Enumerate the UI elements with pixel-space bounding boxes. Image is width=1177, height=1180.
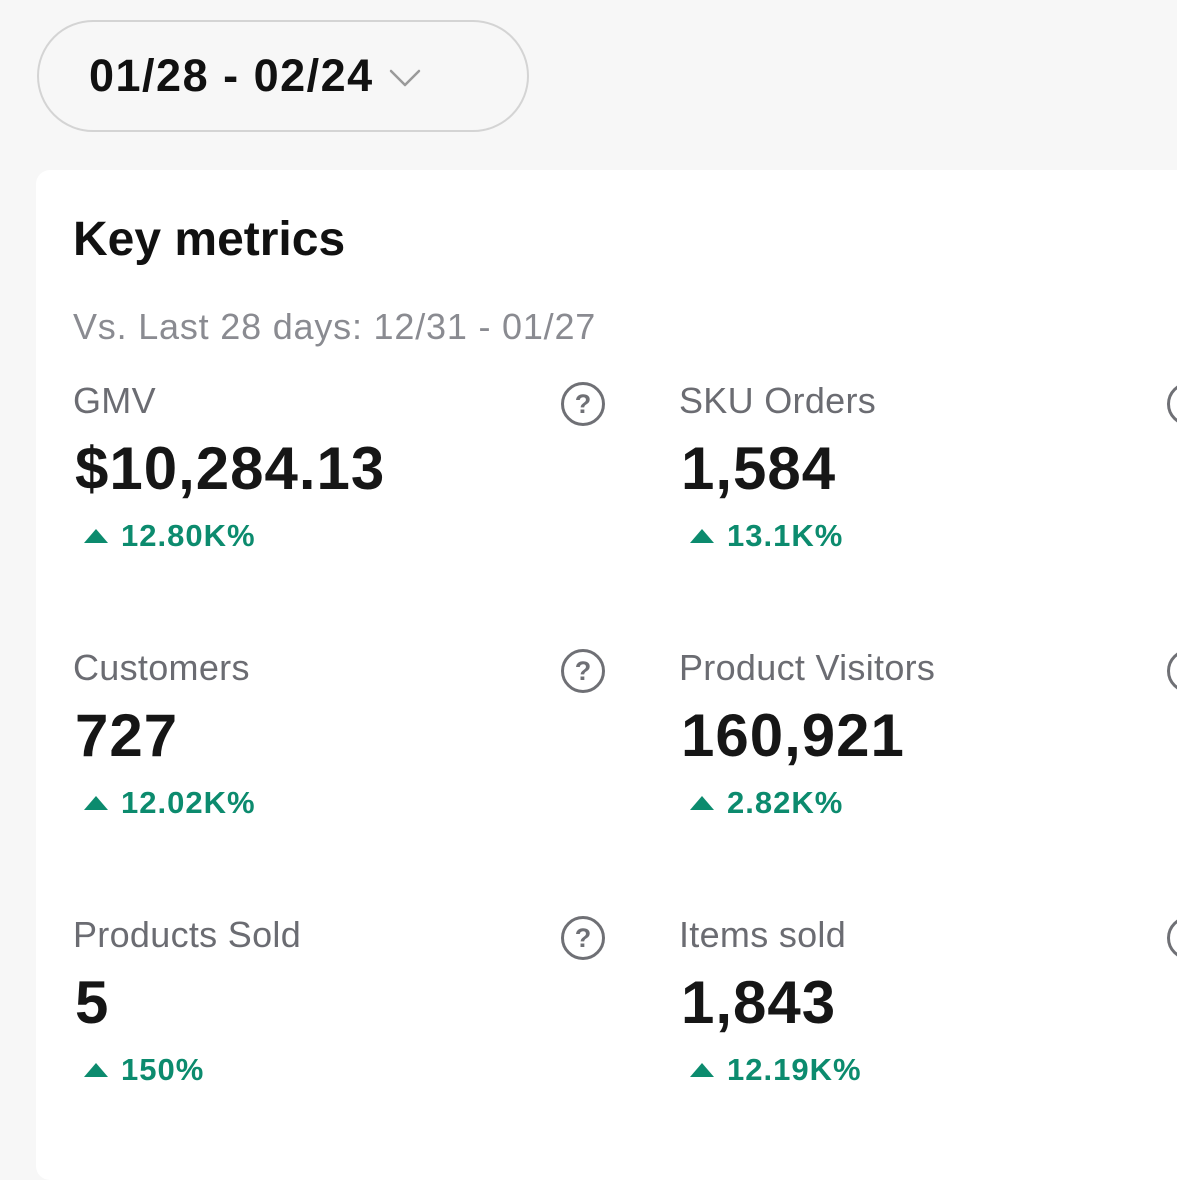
metric-product-visitors[interactable]: Product Visitors ? 160,921 2.82K% <box>679 647 1177 887</box>
triangle-up-icon <box>84 796 108 810</box>
metric-change-value: 2.82K% <box>727 785 844 820</box>
metric-label: Product Visitors <box>679 647 936 688</box>
metric-value: 1,584 <box>681 435 837 502</box>
metric-change: 12.02K% <box>83 785 256 821</box>
comparison-period: Vs. Last 28 days: 12/31 - 01/27 <box>73 306 597 347</box>
triangle-up-icon <box>690 529 714 543</box>
date-range-selector[interactable]: 01/28 - 02/24 <box>37 20 529 132</box>
metric-change-value: 12.02K% <box>121 785 256 820</box>
metric-value: $10,284.13 <box>75 435 386 502</box>
triangle-up-icon <box>690 1063 714 1077</box>
metric-gmv[interactable]: GMV ? $10,284.13 12.80K% <box>73 380 633 620</box>
help-icon[interactable]: ? <box>561 382 605 426</box>
metric-change-value: 150% <box>121 1052 205 1087</box>
triangle-up-icon <box>690 796 714 810</box>
metric-change-value: 13.1K% <box>727 518 844 553</box>
key-metrics-card: Key metrics Vs. Last 28 days: 12/31 - 01… <box>36 170 1177 1180</box>
help-icon[interactable]: ? <box>1167 649 1177 693</box>
metric-label: Items sold <box>679 914 847 955</box>
help-icon[interactable]: ? <box>561 649 605 693</box>
metric-label: Customers <box>73 647 250 688</box>
help-icon[interactable]: ? <box>1167 916 1177 960</box>
help-icon[interactable]: ? <box>561 916 605 960</box>
chevron-down-icon <box>389 69 420 87</box>
metric-items-sold[interactable]: Items sold ? 1,843 12.19K% <box>679 914 1177 1154</box>
metric-label: GMV <box>73 380 156 421</box>
metric-change-value: 12.80K% <box>121 518 256 553</box>
triangle-up-icon <box>84 1063 108 1077</box>
metric-label: SKU Orders <box>679 380 877 421</box>
metric-value: 1,843 <box>681 969 837 1036</box>
metric-label: Products Sold <box>73 914 302 955</box>
metric-change: 12.80K% <box>83 518 256 554</box>
metric-value: 160,921 <box>681 702 905 769</box>
card-title: Key metrics <box>73 213 346 266</box>
metric-change: 12.19K% <box>689 1052 862 1088</box>
metric-products-sold[interactable]: Products Sold ? 5 150% <box>73 914 633 1154</box>
metric-customers[interactable]: Customers ? 727 12.02K% <box>73 647 633 887</box>
triangle-up-icon <box>84 529 108 543</box>
metric-change: 13.1K% <box>689 518 843 554</box>
metric-change-value: 12.19K% <box>727 1052 862 1087</box>
metric-change: 2.82K% <box>689 785 843 821</box>
metric-change: 150% <box>83 1052 204 1088</box>
date-range-label: 01/28 - 02/24 <box>89 50 374 101</box>
metric-value: 5 <box>75 969 110 1036</box>
help-icon[interactable]: ? <box>1167 382 1177 426</box>
metric-sku-orders[interactable]: SKU Orders ? 1,584 13.1K% <box>679 380 1177 620</box>
metric-value: 727 <box>75 702 179 769</box>
